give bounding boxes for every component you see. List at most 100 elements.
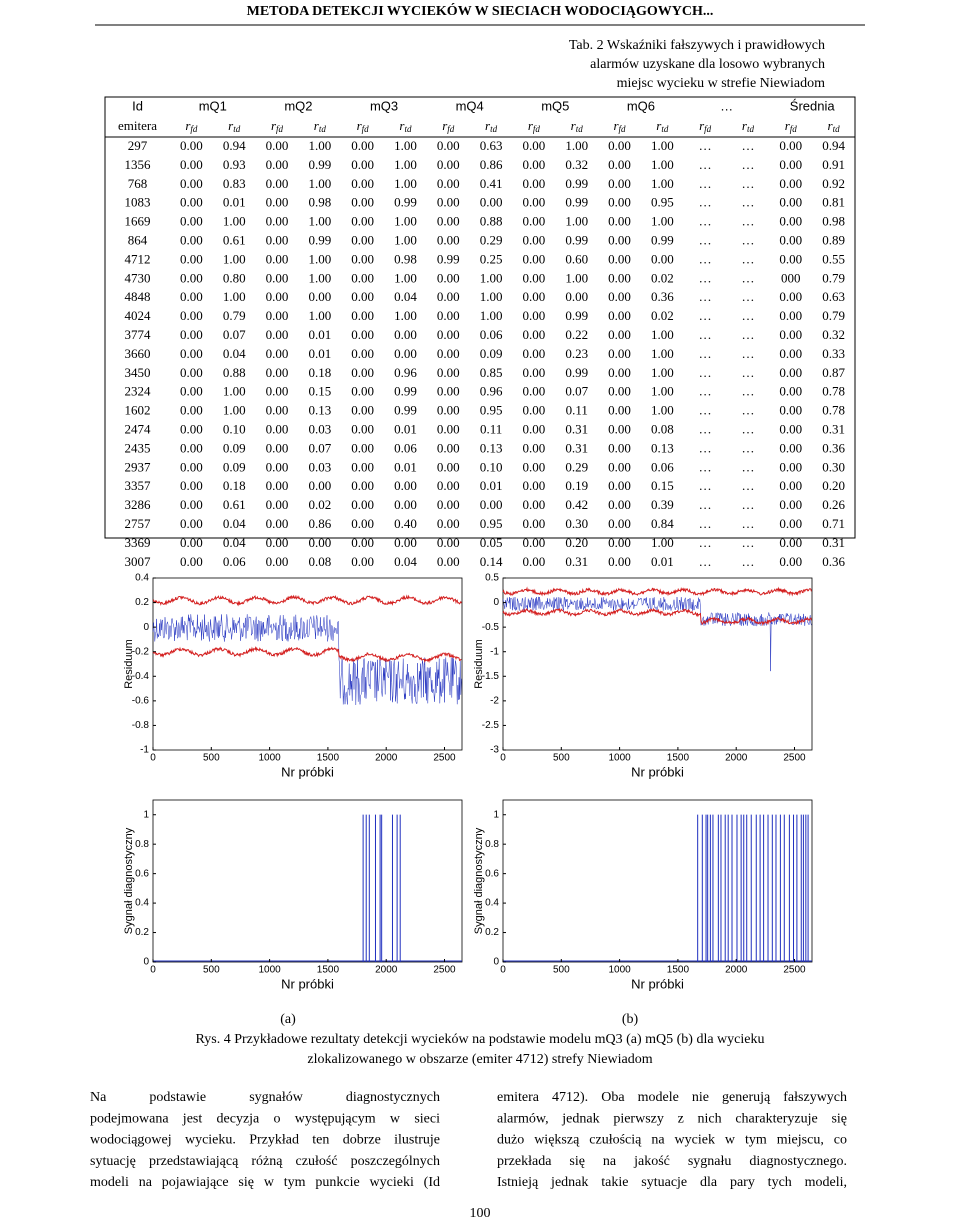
table-cell: 0.00	[608, 459, 631, 474]
table-cell: 1.00	[651, 365, 674, 380]
x-tick-label: 1500	[667, 965, 690, 976]
table-cell: 1.00	[308, 214, 331, 229]
table-cell: 0.00	[180, 365, 203, 380]
row-id: 3450	[125, 365, 151, 380]
x-axis-label: Nr próbki	[281, 976, 334, 991]
table-cell: 0.00	[608, 346, 631, 361]
plot-panel: 0 500 1000 1500 2000 2500 0.5 0 -0.5 -1 -1.5 -2 -2.5…	[473, 573, 813, 779]
column-subheader: rtd	[656, 118, 669, 134]
table-cell: …	[741, 365, 754, 380]
table-cell: 0.01	[480, 478, 503, 493]
subheader-subscript: fd	[790, 124, 798, 134]
signal-trace	[152, 614, 462, 705]
subheader-subscript: fd	[447, 124, 455, 134]
table-cell: 0.25	[480, 251, 503, 266]
table-cell: 0.00	[266, 459, 289, 474]
table-cell: 0.02	[651, 270, 674, 285]
table-cell: 0.00	[437, 384, 460, 399]
table-cell: 0.06	[394, 440, 417, 455]
y-tick-label: 0.4	[135, 573, 149, 584]
table-cell: 0.00	[437, 421, 460, 436]
subheader-base: r	[485, 118, 491, 133]
table-cell: 0.00	[437, 478, 460, 493]
table-caption: miejsc wycieku w strefie Niewiadom	[617, 76, 825, 91]
table-cell: …	[699, 346, 712, 361]
table-cell: 0.00	[523, 365, 546, 380]
y-tick-label: -0.5	[482, 622, 500, 633]
table-cell: 0.00	[266, 365, 289, 380]
table-cell: 0.95	[651, 195, 674, 210]
table-cell: 1.00	[394, 176, 417, 191]
table-cell: 0.00	[351, 195, 374, 210]
table-cell: 0.00	[180, 138, 203, 153]
row-id: 297	[128, 138, 148, 153]
subheader-base: r	[528, 118, 534, 133]
y-tick-label: -3	[490, 745, 499, 756]
table-cell: 0.99	[394, 384, 417, 399]
table-cell: 0.00	[608, 232, 631, 247]
table-cell: 0.00	[608, 516, 631, 531]
table-cell: 0.00	[608, 535, 631, 550]
y-tick-label: 0	[143, 957, 149, 968]
column-subheader: rfd	[271, 118, 284, 134]
table-cell: 0.00	[779, 403, 802, 418]
subheader-subscript: td	[490, 124, 498, 134]
table-cell: 0.00	[266, 270, 289, 285]
table-cell: 0.00	[779, 478, 802, 493]
subheader-base: r	[571, 118, 577, 133]
table-cell: 0.81	[822, 195, 845, 210]
table-cell: 0.00	[437, 459, 460, 474]
table-cell: 0.96	[480, 384, 503, 399]
table-cell: 1.00	[651, 384, 674, 399]
x-tick-label: 500	[203, 753, 220, 764]
y-axis-label: Sygnał diagnostyczny	[473, 827, 485, 934]
table-cell: 1.00	[308, 176, 331, 191]
table-cell: 0.13	[308, 403, 331, 418]
table-cell: 0.00	[180, 251, 203, 266]
table-cell: 1.00	[223, 384, 246, 399]
table-cell: 0.00	[437, 327, 460, 342]
table-cell: 1.00	[651, 346, 674, 361]
table-cell: 0.61	[223, 497, 246, 512]
table-cell: …	[699, 535, 712, 550]
table-cell: 0.00	[394, 497, 417, 512]
table-cell: 0.00	[266, 440, 289, 455]
table-cell: 0.00	[779, 535, 802, 550]
table-cell: 0.00	[351, 403, 374, 418]
table-cell: 0.42	[565, 497, 588, 512]
table-cell: 1.00	[651, 403, 674, 418]
y-axis-label: Residuum	[473, 639, 485, 689]
y-tick-label: -1	[490, 646, 499, 657]
table-cell: 0.00	[180, 384, 203, 399]
table-cell: 0.00	[523, 232, 546, 247]
table-cell: 0.00	[351, 251, 374, 266]
table-cell: 0.00	[565, 289, 588, 304]
table-cell: …	[741, 214, 754, 229]
table-cell: 0.00	[351, 421, 374, 436]
table-cell: 0.91	[822, 157, 845, 172]
table-cell: 0.00	[779, 308, 802, 323]
column-subheader: rtd	[314, 118, 327, 134]
table-cell: 0.19	[565, 478, 588, 493]
table-cell: 0.00	[437, 440, 460, 455]
plot-panel: 0 500 1000 1500 2000 2500 0 0.2 0.4 0.6 0.8 1 Nr pró…	[123, 799, 463, 991]
table-cell: 0.00	[180, 346, 203, 361]
table-cell: 0.18	[223, 478, 246, 493]
table-cell: 0.00	[180, 535, 203, 550]
table-cell: 0.36	[822, 440, 845, 455]
column-group-header: mQ1	[199, 98, 227, 113]
table-cell: 0.00	[180, 270, 203, 285]
row-id: 1669	[125, 214, 151, 229]
threshold-trace	[152, 594, 462, 607]
column-subheader: rfd	[613, 118, 626, 134]
subheader-subscript: td	[747, 124, 755, 134]
table-cell: 0.32	[822, 327, 845, 342]
plot-frame	[152, 577, 463, 751]
table-cell: 0.00	[351, 516, 374, 531]
y-tick-label: -0.4	[132, 671, 150, 682]
table-cell: 0.00	[351, 214, 374, 229]
table-cell: 0.99	[308, 157, 331, 172]
table-cell: 0.98	[394, 251, 417, 266]
table-cell: 0.00	[266, 346, 289, 361]
body-text-line: alarmów, jednak pierwszy z nich charakte…	[497, 1111, 847, 1126]
